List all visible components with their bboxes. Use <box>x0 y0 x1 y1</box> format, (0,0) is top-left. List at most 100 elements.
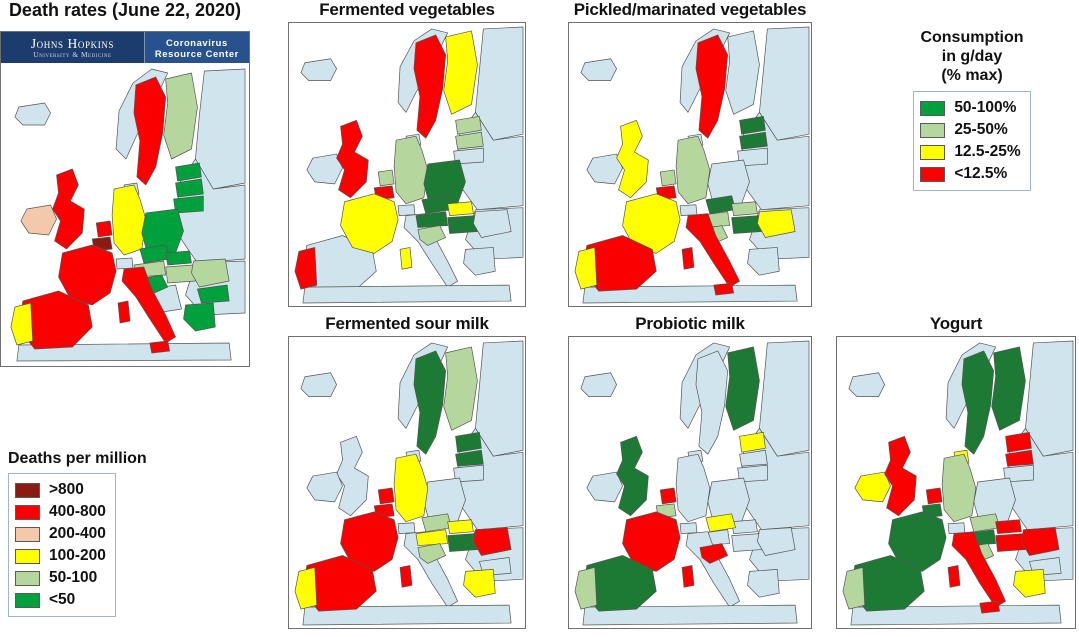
country-finland <box>443 30 478 115</box>
legend-label: 200-400 <box>49 525 106 542</box>
country-united-kingdom-bg <box>336 435 369 517</box>
country-italy <box>685 213 740 288</box>
country-corsica <box>399 565 413 588</box>
death-rates-panel: Death rates (June 22, 2020) Johns Hopkin… <box>0 0 250 367</box>
country-latvia-bg <box>739 449 768 467</box>
country-ireland-bg <box>586 471 623 503</box>
country-finland <box>163 72 198 160</box>
legend-item: 12.5-25% <box>920 141 1021 163</box>
legend-swatch <box>920 144 946 160</box>
panel-title-pickled-vegetables: Pickled/marinated vegetables <box>573 0 807 19</box>
legend-item: 400-800 <box>15 501 106 523</box>
country-sweden <box>695 34 729 139</box>
legend-swatch <box>15 570 40 586</box>
legend-swatch <box>15 526 40 542</box>
country-romania <box>191 258 230 288</box>
country-sicily <box>979 600 1000 614</box>
country-france <box>58 244 117 306</box>
country-ireland <box>20 204 57 236</box>
country-latvia <box>455 131 484 150</box>
legend-label: 50-100% <box>954 99 1017 116</box>
country-sardinia <box>399 247 413 270</box>
country-sweden <box>413 350 447 455</box>
country-portugal <box>574 247 598 290</box>
country-switzerland-bg <box>679 204 698 216</box>
country-ireland <box>854 471 891 503</box>
country-hungary <box>447 215 478 234</box>
country-france <box>340 193 399 254</box>
panel-fermented-vegetables: Fermented vegetables <box>288 0 526 307</box>
country-slovenia <box>417 225 447 246</box>
panel-probiotic-milk: Probiotic milk <box>568 314 812 637</box>
legend-item: 50-100% <box>920 97 1020 119</box>
country-croatia <box>699 543 729 564</box>
country-russia-bg <box>759 340 810 457</box>
country-czechia <box>421 513 452 533</box>
country-slovakia <box>731 201 758 216</box>
country-portugal <box>10 302 34 346</box>
country-iceland <box>580 58 617 81</box>
panel-pickled-vegetables: Pickled/marinated vegetables <box>568 0 812 307</box>
country-czechia <box>969 513 1000 533</box>
country-switzerland <box>115 257 134 270</box>
country-czechia <box>421 195 452 215</box>
legend-item: 200-400 <box>15 523 106 545</box>
country-latvia <box>175 178 204 198</box>
country-austria <box>415 529 449 546</box>
country-portugal <box>574 567 598 610</box>
country-sardinia <box>681 247 695 270</box>
panel-title-fermented-vegetables: Fermented vegetables <box>319 0 495 19</box>
country-north-africa <box>302 284 512 304</box>
country-germany-bg <box>675 453 711 523</box>
country-portugal <box>294 247 318 290</box>
country-latvia <box>455 449 484 467</box>
country-iceland <box>300 372 337 397</box>
map-probiotic-milk-svg <box>574 340 810 626</box>
country-netherlands <box>659 169 677 187</box>
legend-swatch <box>920 166 946 182</box>
country-germany <box>941 453 977 523</box>
country-estonia <box>739 115 766 135</box>
country-slovakia <box>995 519 1022 534</box>
panel-title-probiotic-milk: Probiotic milk <box>635 314 745 333</box>
death-rates-map-svg <box>10 68 246 362</box>
map-pickled-vegetables-svg <box>574 26 810 304</box>
deaths-legend-box: >800 400-800 200-400 100-200 50-100 <50 <box>8 473 116 617</box>
country-iceland <box>14 102 51 126</box>
country-netherlands <box>95 220 113 238</box>
country-sardinia <box>947 565 961 588</box>
map-pickled-vegetables <box>568 22 812 307</box>
country-hungary <box>165 264 196 284</box>
panel-fermented-sour-milk: Fermented sour milk <box>288 314 526 637</box>
country-hungary <box>447 533 478 552</box>
country-switzerland-bg <box>397 522 416 534</box>
country-switzerland-bg <box>679 522 698 534</box>
legend-label: 400-800 <box>49 503 106 520</box>
country-lithuania-bg <box>737 464 768 483</box>
country-hungary <box>731 215 762 234</box>
legend-swatch <box>15 548 40 564</box>
country-greece <box>1013 569 1046 598</box>
country-iceland <box>848 372 885 397</box>
country-lithuania-bg <box>453 147 484 165</box>
legend-label: <12.5% <box>954 165 1008 182</box>
legend-item: 100-200 <box>15 545 106 567</box>
panel-title-fermented-sour-milk: Fermented sour milk <box>325 314 489 333</box>
legend-label: 12.5-25% <box>954 143 1021 160</box>
country-north-africa <box>582 604 798 626</box>
legend-item: <12.5% <box>920 163 1020 185</box>
consumption-legend: Consumption in g/day (% max) 50-100% 25-… <box>872 28 1072 191</box>
country-germany <box>393 135 429 205</box>
legend-label: 25-50% <box>954 121 1008 138</box>
legend-item: 50-100 <box>15 567 106 589</box>
deaths-per-million-legend: Deaths per million >800 400-800 200-400 … <box>8 450 248 617</box>
country-romania-bg <box>757 527 796 556</box>
country-france <box>340 511 399 572</box>
panel-yogurt: Yogurt <box>836 314 1076 637</box>
country-france <box>622 511 681 572</box>
panel-title-yogurt: Yogurt <box>929 314 983 333</box>
country-finland <box>991 346 1026 431</box>
country-hungary <box>995 533 1026 552</box>
country-slovakia <box>447 201 474 216</box>
